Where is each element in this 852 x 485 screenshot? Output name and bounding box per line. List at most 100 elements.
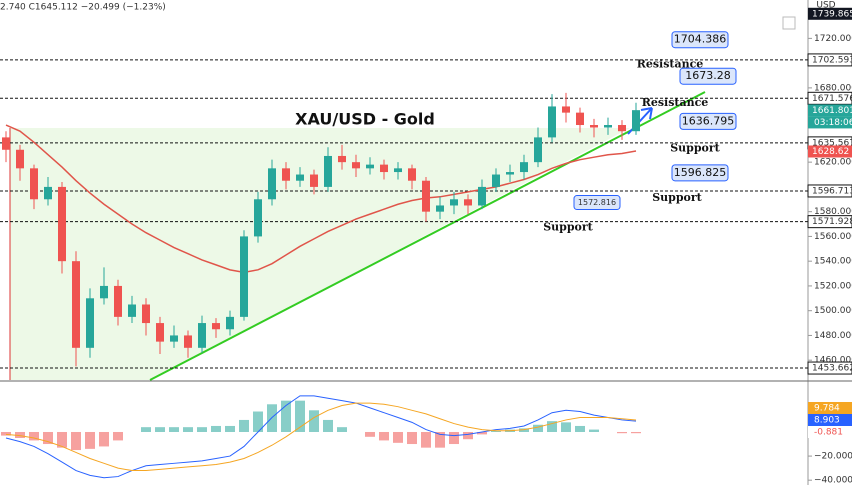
histogram-bar: [1, 431, 11, 436]
histogram-bar: [547, 421, 557, 432]
macd-tag: [808, 414, 852, 426]
histogram-bar: [183, 427, 193, 432]
level-label: 1671.576: [812, 94, 852, 104]
candle-body: [338, 155, 346, 163]
callout-box: [671, 31, 729, 49]
candle-body: [128, 304, 136, 317]
countdown: 03:18:06: [814, 118, 852, 128]
candle-body: [464, 199, 472, 206]
candle-body: [226, 316, 234, 330]
candle-body: [268, 168, 276, 200]
macd-tag-label: -0.881: [814, 428, 843, 438]
level-tag: [807, 361, 852, 375]
histogram-bar: [295, 400, 305, 432]
candle-body: [450, 199, 458, 206]
trend-line: [149, 91, 706, 381]
histogram-bar: [15, 431, 25, 439]
histogram-bar: [141, 427, 151, 432]
histogram-bar: [407, 431, 417, 445]
histogram-bar: [379, 431, 389, 441]
level-label: 1571.928: [812, 217, 852, 227]
macd-tag: [808, 402, 852, 414]
histogram-bar: [169, 427, 179, 432]
candle-body: [506, 172, 514, 175]
callout-value: 1673.28: [685, 69, 731, 82]
y-tick-label: −40.000: [814, 476, 852, 485]
candle-body: [170, 335, 178, 342]
y-tick-label: 1680.000: [814, 83, 852, 93]
callout-text: Resistance: [642, 96, 709, 109]
countdown-tag: [808, 116, 852, 129]
y-tick-label: 1480.000: [814, 331, 852, 341]
callout-value: 1572.816: [578, 198, 616, 207]
currency: USD: [816, 1, 835, 11]
histogram-bar: [365, 431, 375, 437]
histogram-bar: [617, 431, 627, 434]
signal-line: [5, 402, 637, 472]
histogram-bar: [309, 410, 319, 432]
candle-body: [44, 186, 52, 200]
candle-body: [352, 162, 360, 169]
callout-box: [671, 164, 729, 182]
histogram-bar: [449, 431, 459, 445]
histogram-bar: [155, 427, 165, 432]
candle-body: [534, 137, 542, 163]
histogram-bar: [435, 431, 445, 448]
macd-tag-label: 9.784: [814, 404, 840, 414]
candle-body: [212, 323, 220, 330]
y-tick-label: 1500.000: [814, 306, 852, 316]
candle-body: [282, 168, 290, 181]
histogram-bar: [225, 425, 235, 432]
price-tag: [808, 7, 852, 20]
scroll-button[interactable]: [782, 16, 796, 30]
candle-body: [576, 112, 584, 126]
callout-value: 1636.795: [682, 114, 735, 127]
callout-text: Resistance: [637, 58, 704, 71]
candle-body: [296, 174, 304, 181]
ohlc-header: 2.740 C1645.112 −20.499 (−1.23%): [0, 3, 166, 13]
level-tag: [807, 184, 852, 198]
moving-average: [5, 124, 637, 274]
level-tag: [807, 215, 852, 229]
histogram-bar: [197, 427, 207, 432]
y-tick-label: 1720.000: [814, 34, 852, 44]
candle-body: [16, 149, 24, 169]
candle-body: [72, 261, 80, 348]
candle-body: [114, 285, 122, 317]
candle-body: [30, 168, 38, 200]
price-tag-label: 1628.62: [812, 147, 849, 157]
y-tick-label: 1460.000: [814, 356, 852, 366]
histogram-bar: [323, 419, 333, 432]
candle-body: [2, 137, 10, 150]
candle-body: [310, 174, 318, 187]
level-label: 1453.662: [812, 364, 852, 374]
candle-body: [632, 110, 640, 132]
y-tick-label: −20.000: [814, 452, 852, 462]
histogram-bar: [533, 424, 543, 432]
macd-tag-label: 8.903: [814, 416, 840, 426]
candle-body: [324, 155, 332, 187]
y-tick-label: 1560.000: [814, 232, 852, 242]
level-label: 1635.567: [812, 138, 852, 148]
histogram-bar: [113, 431, 123, 441]
candle-body: [100, 285, 108, 299]
candle-body: [618, 125, 626, 132]
candle-body: [604, 125, 612, 128]
price-tag: [808, 104, 852, 117]
histogram-bar: [575, 425, 585, 432]
level-label: 1596.713: [812, 186, 852, 196]
candle-body: [366, 164, 374, 169]
histogram-bar: [421, 431, 431, 448]
candle-body: [422, 180, 430, 212]
candle-body: [492, 174, 500, 187]
candle-body: [478, 186, 486, 206]
histogram-bar: [393, 431, 403, 443]
level-label: 1702.593: [812, 55, 852, 65]
histogram-bar: [281, 400, 291, 432]
callout-value: 1596.825: [674, 166, 727, 179]
macd-tag: [808, 426, 852, 438]
candle-body: [240, 236, 248, 317]
candle-body: [408, 168, 416, 181]
candle-body: [156, 323, 164, 342]
histogram-bar: [519, 428, 529, 432]
